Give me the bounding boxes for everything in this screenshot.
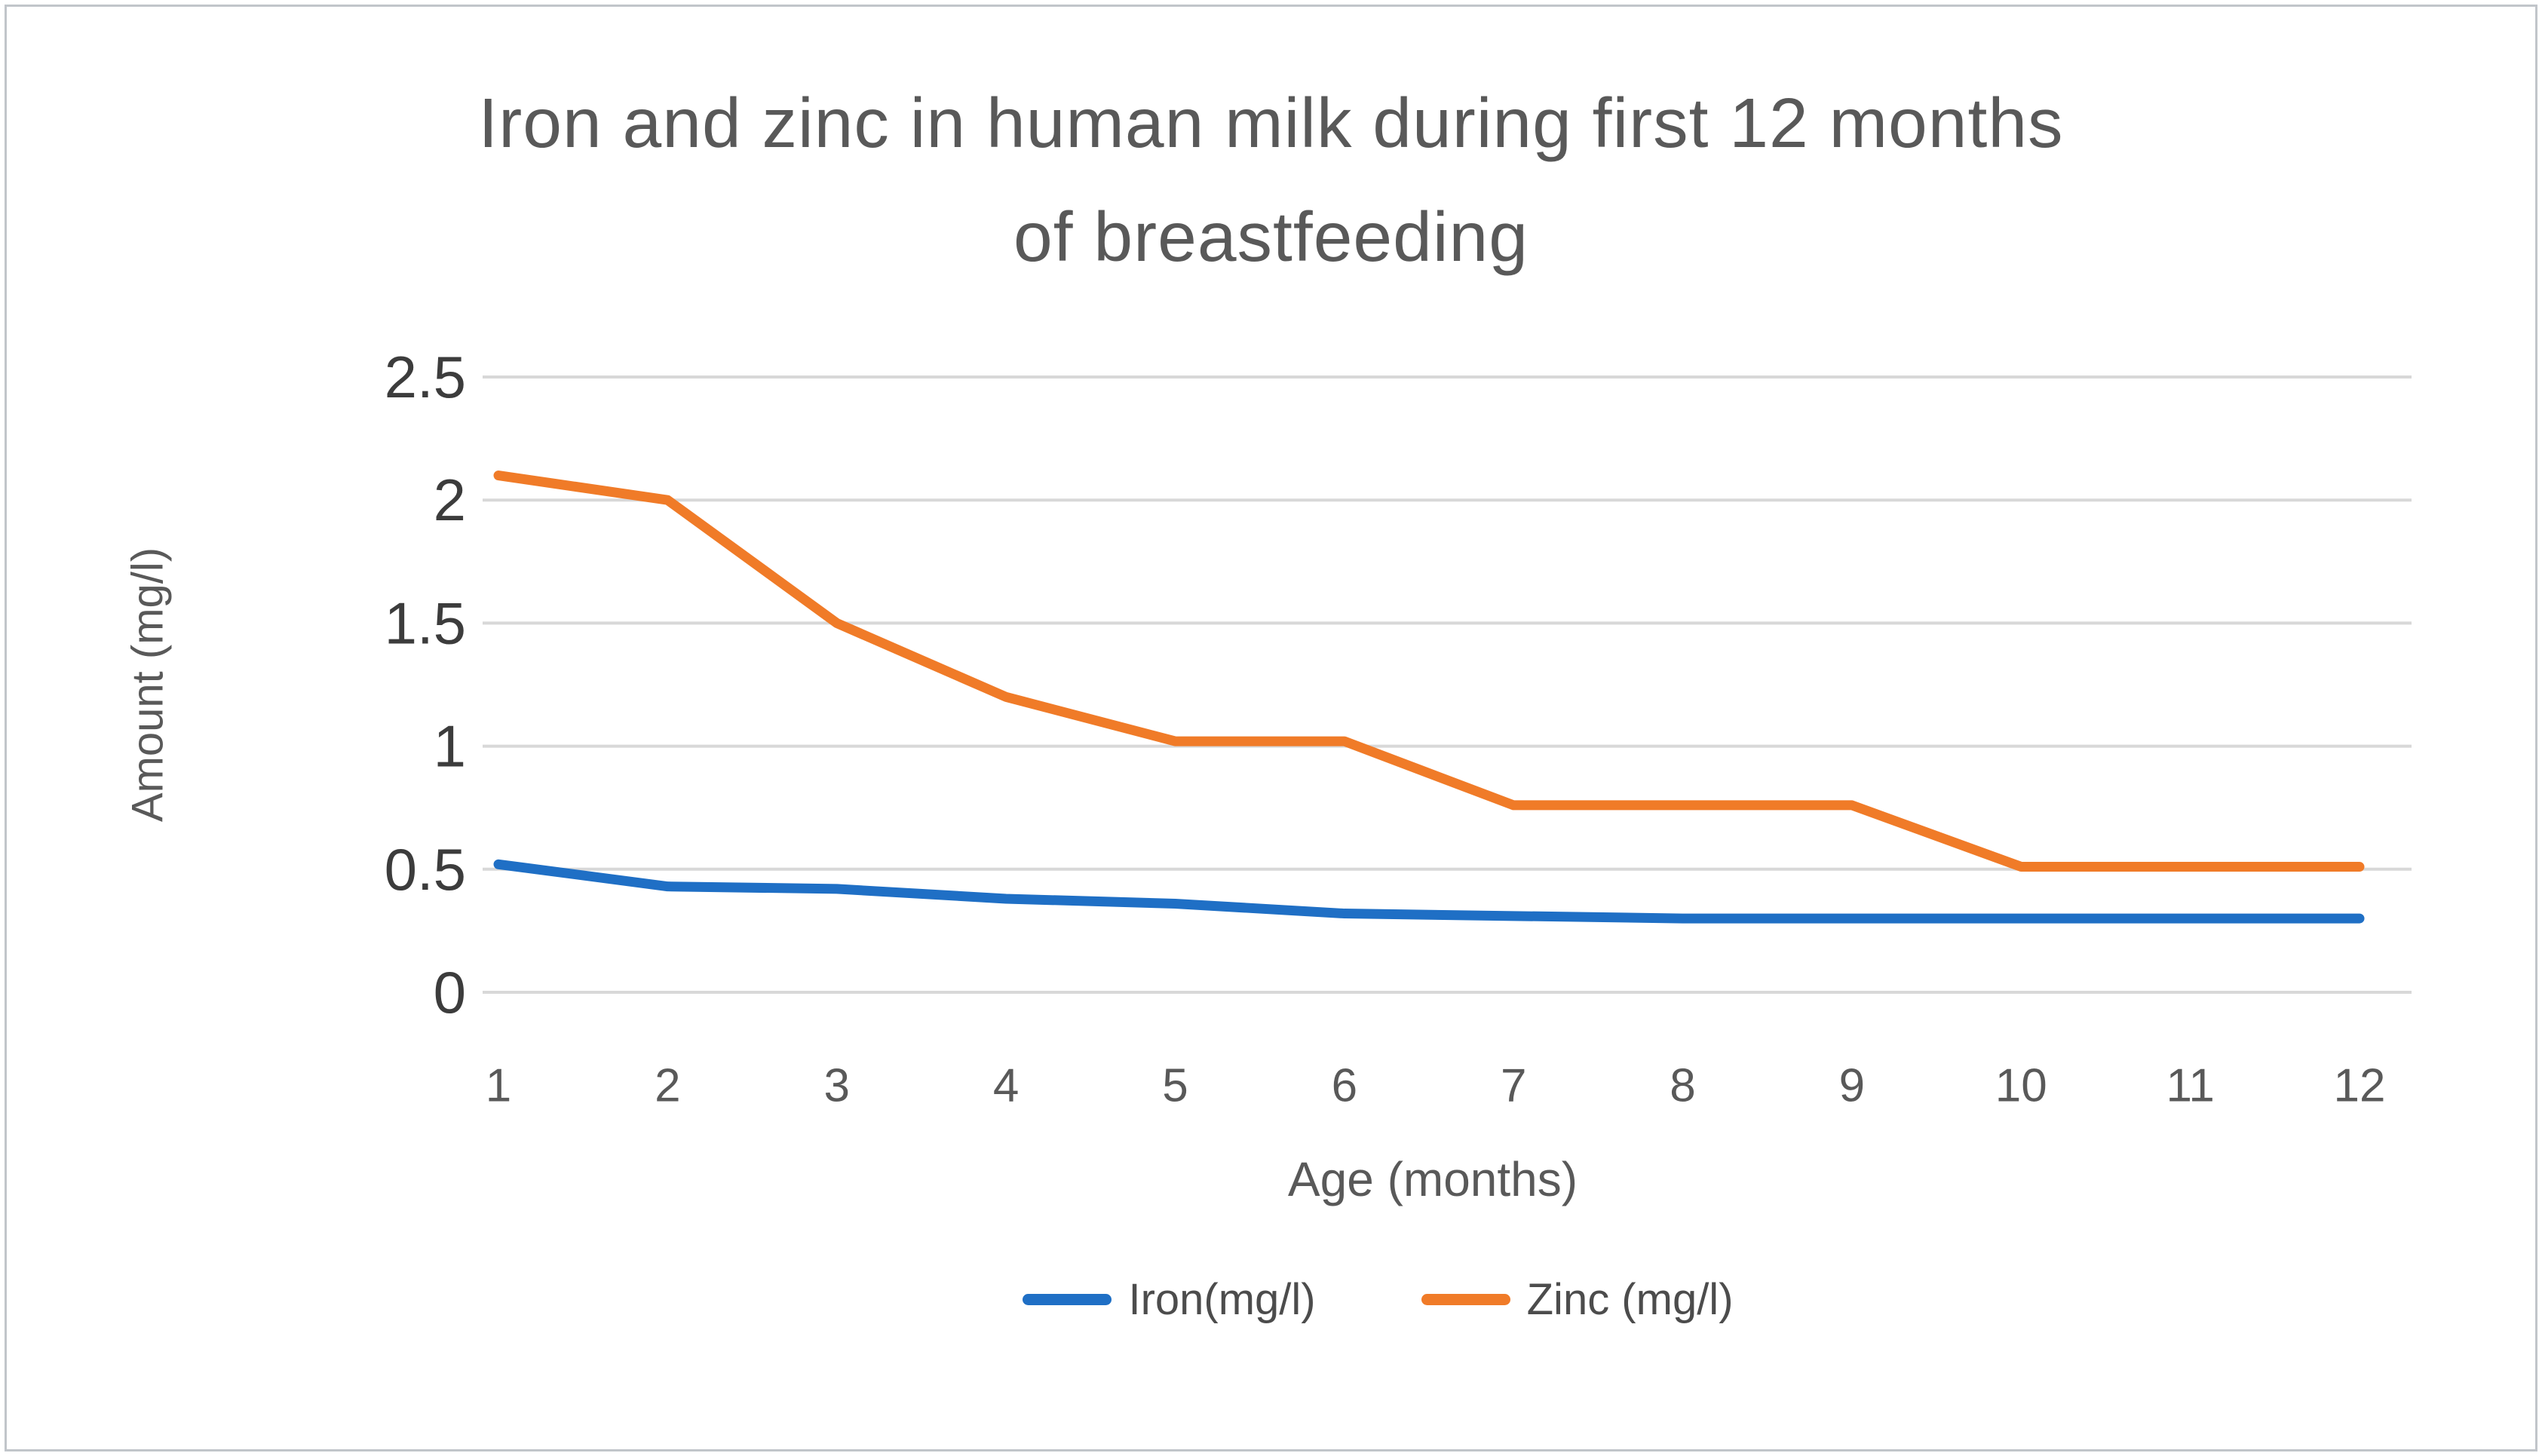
x-tick-label: 9 bbox=[1839, 1060, 1865, 1112]
x-tick-label: 12 bbox=[2334, 1060, 2386, 1112]
x-tick-label: 10 bbox=[1995, 1060, 2047, 1112]
x-tick-label: 2 bbox=[655, 1060, 680, 1112]
iron-line bbox=[493, 859, 2365, 924]
x-tick-label: 11 bbox=[2166, 1060, 2214, 1112]
zinc-line bbox=[493, 471, 2365, 872]
legend: Iron(mg/l) Zinc (mg/l) bbox=[107, 1274, 2542, 1325]
x-tick-label: 4 bbox=[993, 1060, 1019, 1112]
chart-title-line2: of breastfeeding bbox=[1013, 197, 1529, 276]
x-tick-label: 5 bbox=[1162, 1060, 1188, 1112]
zinc-legend-swatch bbox=[1421, 1294, 1510, 1305]
iron-legend-swatch bbox=[1023, 1294, 1112, 1305]
chart-title: Iron and zinc in human milk during first… bbox=[0, 66, 2542, 293]
y-tick-label: 0 bbox=[434, 959, 466, 1025]
x-tick-label: 1 bbox=[486, 1060, 511, 1112]
x-tick-label: 3 bbox=[823, 1060, 849, 1112]
legend-item-iron: Iron(mg/l) bbox=[1023, 1274, 1316, 1325]
chart-title-line1: Iron and zinc in human milk during first… bbox=[478, 84, 2064, 162]
y-tick-label: 2.5 bbox=[385, 344, 466, 410]
x-tick-label: 8 bbox=[1670, 1060, 1695, 1112]
y-tick-label: 1 bbox=[434, 713, 466, 780]
y-tick-label: 2 bbox=[434, 467, 466, 533]
legend-item-zinc: Zinc (mg/l) bbox=[1421, 1274, 1734, 1325]
x-tick-label: 6 bbox=[1332, 1060, 1357, 1112]
zinc-legend-label: Zinc (mg/l) bbox=[1526, 1275, 1734, 1324]
x-axis-title: Age (months) bbox=[1287, 1152, 1578, 1206]
figure-border bbox=[5, 5, 2537, 1451]
iron-legend-label: Iron(mg/l) bbox=[1128, 1275, 1316, 1324]
x-tick-label: 7 bbox=[1501, 1060, 1526, 1112]
y-tick-label: 1.5 bbox=[385, 590, 466, 656]
y-tick-label: 0.5 bbox=[385, 836, 466, 903]
